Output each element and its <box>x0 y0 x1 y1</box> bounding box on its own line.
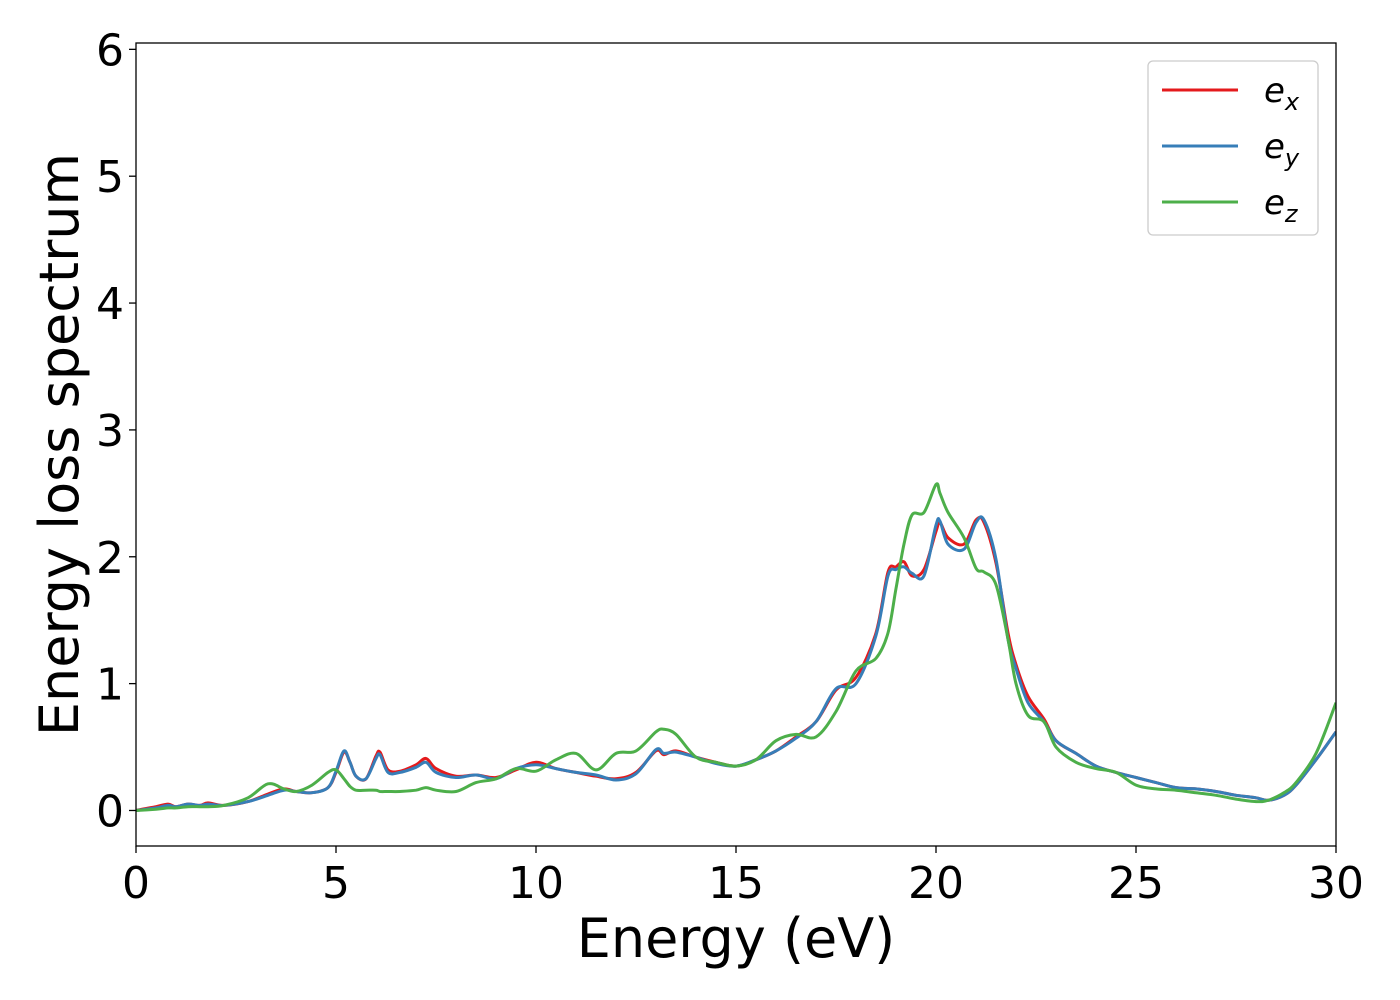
legend-label-e-y: ey <box>1264 127 1300 172</box>
y-tick-label: 5 <box>96 152 124 203</box>
y-axis-ticks: 0 1 2 3 4 5 6 <box>96 25 136 837</box>
legend-label-e-x: ex <box>1264 71 1300 116</box>
y-tick-label: 3 <box>96 406 124 457</box>
series-line-e-z <box>136 482 1336 812</box>
legend-box <box>1147 60 1319 236</box>
y-tick-label: 2 <box>96 533 124 584</box>
y-axis-label: Energy loss spectrum <box>28 153 91 736</box>
x-tick-label: 10 <box>508 858 564 909</box>
legend: ex ey ez <box>1147 60 1319 236</box>
x-tick-label: 0 <box>122 858 150 909</box>
x-tick-label: 30 <box>1308 858 1364 909</box>
x-axis-ticks: 0 5 10 15 20 25 30 <box>122 846 1364 909</box>
x-tick-label: 15 <box>708 858 764 909</box>
y-tick-label: 1 <box>96 660 124 711</box>
y-tick-label: 4 <box>96 279 124 330</box>
x-tick-label: 20 <box>908 858 964 909</box>
legend-label-e-z: ez <box>1264 183 1299 228</box>
y-tick-label: 6 <box>96 25 124 76</box>
x-tick-label: 5 <box>322 858 350 909</box>
x-tick-label: 25 <box>1108 858 1164 909</box>
y-tick-label: 0 <box>96 786 124 837</box>
series-layer <box>136 482 1336 812</box>
x-axis-label: Energy (eV) <box>577 907 896 970</box>
